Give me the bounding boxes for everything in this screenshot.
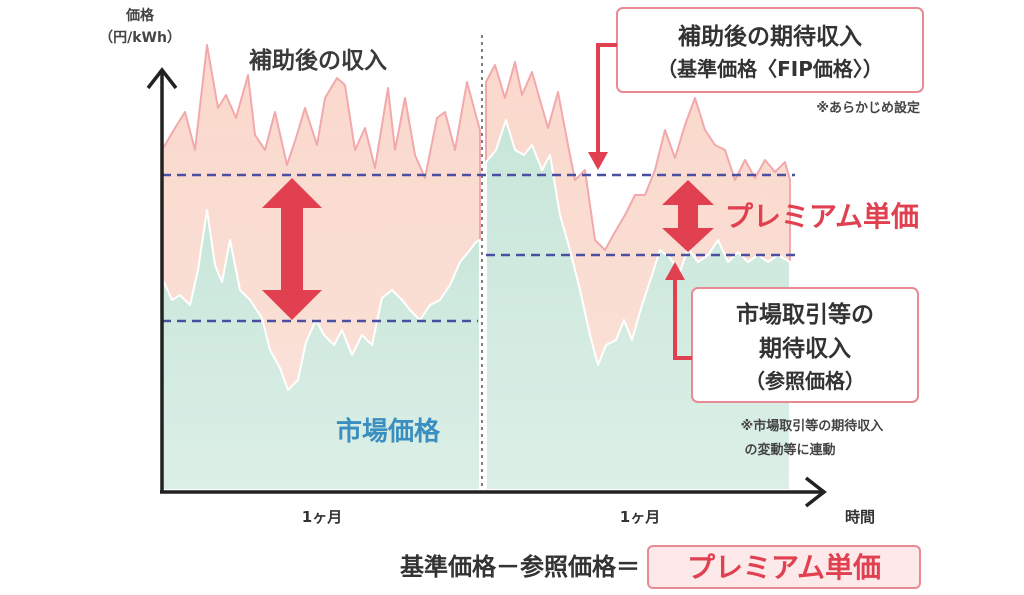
reference-price-pointer	[673, 275, 692, 360]
standard-price-callout	[616, 7, 924, 93]
reference-price-callout-line1: 市場取引等の	[736, 301, 874, 328]
x-axis-arrowhead	[804, 476, 827, 508]
standard-price-pointer-head	[588, 152, 608, 170]
premium-unit-price-label: プレミアム単価	[725, 200, 919, 233]
standard-price-callout-line2: （基準価格〈FIP価格〉）	[657, 57, 883, 81]
reference-price-callout	[691, 287, 919, 403]
formula-result: プレミアム単価	[687, 551, 881, 584]
reference-price-callout-line2: 期待収入	[759, 335, 851, 362]
linked-note-line1: ※市場取引等の期待収入	[741, 418, 884, 434]
y-axis-label-line1: 価格	[125, 7, 155, 24]
x-axis-label: 時間	[845, 508, 875, 526]
formula-left: 基準価格－参照価格＝	[400, 553, 640, 581]
standard-price-callout-line1: 補助後の期待収入	[677, 23, 862, 50]
y-axis-arrowhead	[146, 67, 178, 90]
standard-price-pointer	[596, 43, 617, 158]
market-price-area-left	[161, 209, 481, 491]
y-axis-label-line2: （円/kWh）	[99, 30, 181, 46]
formula-result-box	[647, 545, 921, 589]
x-tick-2: 1ヶ月	[620, 508, 660, 526]
subsidized-income-label: 補助後の収入	[248, 47, 387, 74]
linked-note-line2: の変動等に連動	[744, 442, 835, 458]
preset-note: ※あらかじめ設定	[816, 100, 920, 116]
premium-double-arrow-right	[662, 180, 714, 252]
x-tick-1: 1ヶ月	[302, 508, 342, 526]
premium-double-arrow-left	[262, 178, 322, 320]
market-price-label: 市場価格	[336, 416, 441, 447]
reference-price-pointer-head	[665, 262, 685, 280]
reference-price-callout-line3: （参照価格）	[745, 369, 865, 393]
